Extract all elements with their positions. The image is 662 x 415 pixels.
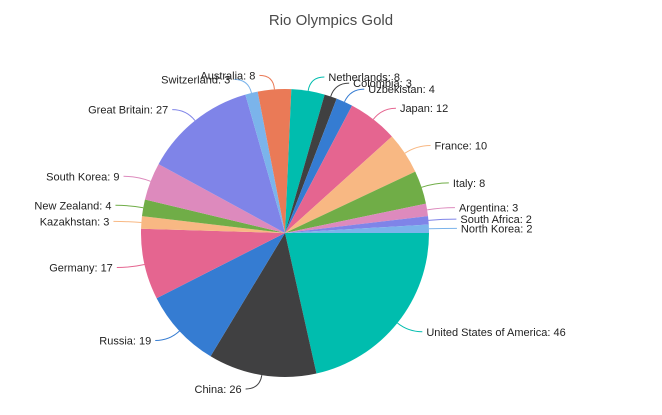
connector-uzbekistan (344, 88, 365, 103)
data-label-kazakhstan: Kazakhstan: 3 (40, 216, 110, 228)
pie-slice-great-britain[interactable] (158, 94, 285, 233)
pie-slice-china[interactable] (210, 233, 317, 377)
data-label-uzbekistan: Uzbekistan: 4 (368, 84, 435, 96)
data-label-switzerland: Switzerland: 3 (161, 74, 230, 86)
pie-slice-united-states-of-america[interactable] (285, 233, 429, 374)
chart-title: Rio Olympics Gold (268, 12, 394, 29)
connector-france (404, 144, 431, 154)
data-label-russia: Russia: 19 (99, 336, 151, 348)
connector-italy (421, 182, 449, 188)
data-label-united-states-of-america: United States of America: 46 (426, 327, 565, 339)
data-label-south-africa: South Africa: 2 (460, 214, 532, 226)
pie-slice-germany[interactable] (140, 228, 285, 299)
connector-colombia (330, 82, 350, 97)
data-label-south-korea: South Korea: 9 (46, 171, 119, 183)
data-label-north-korea: North Korea: 2 (461, 223, 533, 235)
pie-slice-japan[interactable] (285, 105, 392, 233)
pie-slice-italy[interactable] (285, 171, 426, 233)
pie-slice-france[interactable] (285, 136, 416, 233)
connector-new-zealand (115, 204, 144, 209)
pie-slice-switzerland[interactable] (245, 91, 285, 233)
data-label-netherlands: Netherlands: 8 (328, 72, 400, 84)
pie-slice-uzbekistan[interactable] (285, 98, 353, 233)
data-label-great-britain: Great Britain: 27 (88, 105, 168, 117)
data-label-germany: Germany: 17 (49, 263, 113, 275)
pie-slice-netherlands[interactable] (285, 89, 325, 233)
connector-russia (155, 330, 180, 342)
pie-slice-south-korea[interactable] (144, 164, 285, 233)
connector-great-britain (172, 109, 196, 121)
connector-netherlands (307, 76, 325, 91)
pie-slice-russia[interactable] (156, 233, 285, 357)
pie-slice-argentina[interactable] (285, 203, 429, 233)
connector-united-states-of-america (397, 322, 423, 333)
data-label-france: France: 10 (435, 140, 488, 152)
label-connectors (113, 74, 457, 390)
pie-slice-australia[interactable] (257, 88, 292, 233)
data-label-china: China: 26 (195, 384, 242, 396)
data-label-japan: Japan: 12 (400, 103, 448, 115)
pie-slice-new-zealand[interactable] (141, 199, 285, 233)
connector-australia (259, 74, 275, 90)
pie-slice-kazakhstan[interactable] (141, 216, 285, 233)
pie-slice-south-africa[interactable] (285, 216, 429, 233)
data-labels: United States of America: 46 China: 26 Rus… (34, 70, 565, 396)
connector-japan (372, 107, 396, 120)
connector-kazakhstan (113, 220, 142, 223)
connector-argentina (427, 207, 455, 211)
data-label-new-zealand: New Zealand: 4 (34, 200, 111, 212)
data-label-australia: Australia: 8 (200, 70, 255, 82)
data-label-colombia: Colombia: 3 (353, 78, 412, 90)
pie-slice-north-korea[interactable] (285, 224, 429, 233)
pie-slices (140, 88, 429, 377)
connector-south-korea (123, 175, 151, 182)
connector-south-africa (428, 218, 457, 221)
connector-switzerland (234, 78, 252, 94)
pie-slice-colombia[interactable] (285, 94, 337, 233)
connector-china (245, 375, 263, 390)
data-label-italy: Italy: 8 (453, 178, 485, 190)
data-label-argentina: Argentina: 3 (459, 203, 518, 215)
connector-germany (116, 263, 145, 269)
